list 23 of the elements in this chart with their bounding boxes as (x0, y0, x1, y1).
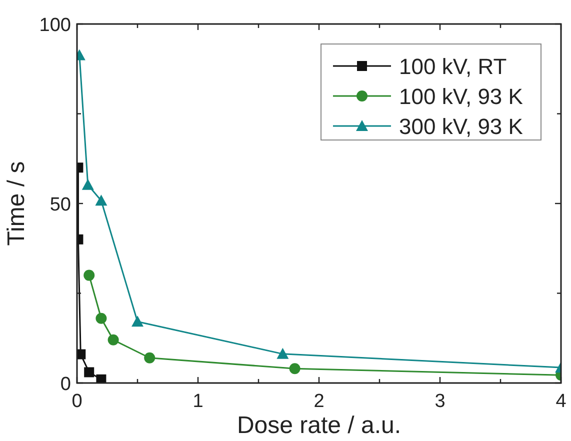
y-axis-title: Time / s (3, 161, 30, 246)
point (96, 374, 106, 383)
x-tick-label: 4 (556, 391, 567, 412)
point (84, 367, 94, 378)
point (289, 363, 300, 374)
legend-label: 100 kV, RT (399, 54, 507, 79)
legend-label: 300 kV, 93 K (399, 114, 524, 139)
legend-label: 100 kV, 93 K (399, 84, 524, 109)
point (144, 352, 156, 364)
point (96, 312, 107, 324)
y-tick-label: 0 (60, 374, 71, 395)
point (276, 348, 289, 359)
point (132, 316, 144, 327)
point (84, 270, 95, 281)
x-tick-label: 2 (314, 391, 324, 412)
point (95, 194, 108, 206)
y-tick-label: 100 (39, 15, 71, 36)
y-tick-label: 50 (50, 194, 71, 216)
x-tick-label: 3 (434, 391, 446, 412)
point (108, 334, 119, 346)
x-tick-label: 1 (192, 391, 204, 412)
x-axis-title: Dose rate / a.u. (236, 412, 402, 439)
point (82, 178, 94, 190)
